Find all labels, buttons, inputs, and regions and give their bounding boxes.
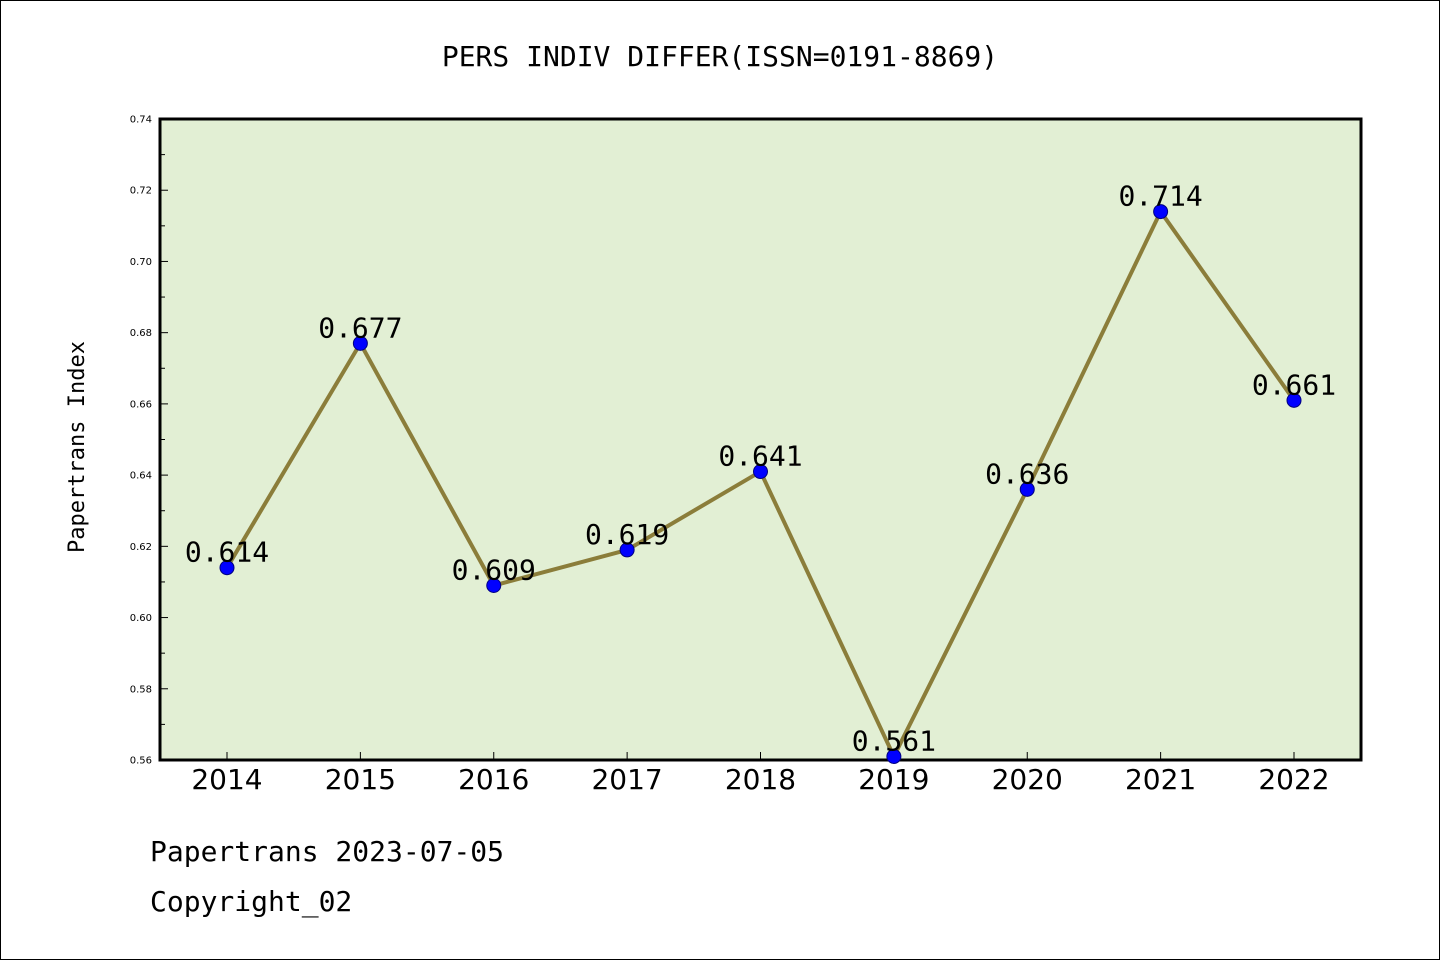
data-label-2022: 0.661	[1252, 368, 1336, 401]
data-label-2015: 0.677	[318, 311, 402, 344]
y-tick-label: 0.64	[130, 471, 152, 482]
y-tick-label: 0.62	[130, 542, 152, 553]
chart-title: PERS INDIV DIFFER(ISSN=0191-8869)	[442, 40, 998, 73]
y-tick-label: 0.74	[130, 115, 152, 126]
data-label-2016: 0.609	[452, 554, 536, 587]
x-tick-label: 2018	[725, 763, 796, 796]
data-point-2014	[219, 560, 235, 576]
y-tick-label: 0.70	[130, 257, 152, 268]
y-tick-label: 0.60	[130, 613, 152, 624]
x-tick-label: 2021	[1125, 763, 1196, 796]
x-tick-label: 2022	[1258, 763, 1329, 796]
data-point-2017	[619, 542, 635, 558]
data-labels: 0.614 0.677 0.609 0.619 0.641 0.561 0.636 0.714…	[185, 180, 1336, 758]
y-tick-label: 0.68	[130, 328, 152, 339]
data-point-2019	[886, 748, 902, 764]
x-tick-label: 2014	[191, 763, 262, 796]
x-tick-label: 2017	[591, 763, 662, 796]
x-tick-label: 2016	[458, 763, 529, 796]
footer-copyright: Copyright_02	[150, 885, 353, 918]
y-axis: 0.56 0.58 0.60 0.62 0.64 0.66 0.68 0.70 0.72 0.74	[130, 115, 168, 767]
data-point-2020	[1019, 481, 1035, 497]
x-tick-label: 2015	[325, 763, 396, 796]
data-label-2017: 0.619	[585, 518, 669, 551]
footer-date: Papertrans 2023-07-05	[150, 835, 505, 868]
data-point-2022	[1286, 392, 1302, 408]
data-point-2018	[753, 464, 768, 480]
y-tick-label: 0.58	[130, 684, 152, 695]
data-label-2018: 0.641	[718, 440, 802, 473]
x-tick-label: 2020	[992, 763, 1063, 796]
x-axis: 2014 2015 2016 2017 2018 2019 2020 2021 2022	[191, 752, 1330, 796]
y-tick-label: 0.66	[130, 399, 152, 410]
data-label-2021: 0.714	[1118, 180, 1202, 213]
data-markers	[219, 204, 1302, 764]
y-tick-label: 0.72	[130, 186, 152, 197]
plot-area	[158, 117, 1363, 762]
data-point-2016	[486, 578, 502, 594]
data-point-2021	[1153, 204, 1169, 220]
data-label-2014: 0.614	[185, 536, 269, 569]
data-label-2019: 0.561	[852, 724, 936, 757]
y-tick-label: 0.56	[130, 756, 152, 767]
data-point-2015	[352, 335, 368, 351]
y-axis-label: Papertrans Index	[65, 341, 90, 553]
x-tick-label: 2019	[858, 763, 929, 796]
data-label-2020: 0.636	[985, 457, 1069, 490]
